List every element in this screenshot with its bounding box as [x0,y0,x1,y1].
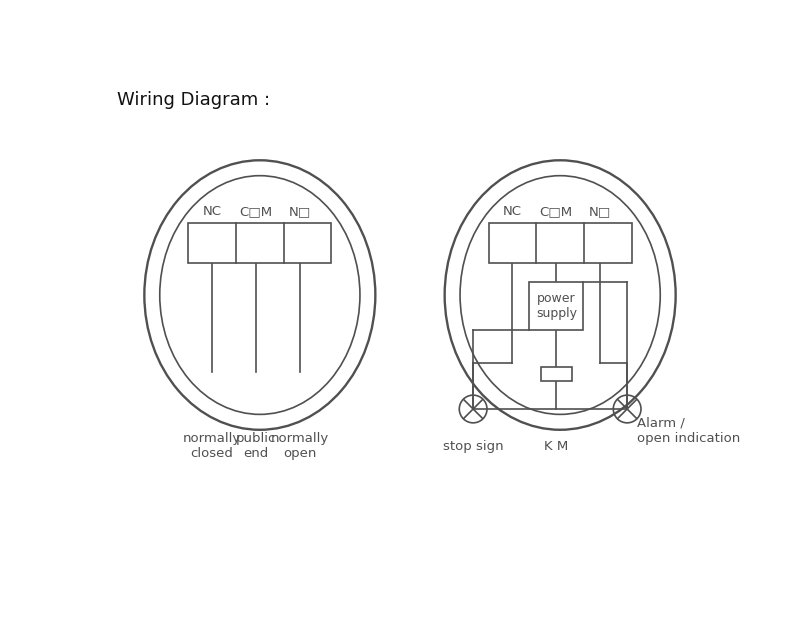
Text: normally
closed: normally closed [183,432,242,460]
Text: public
end: public end [236,432,276,460]
Text: Wiring Diagram :: Wiring Diagram : [118,91,270,109]
Text: NC: NC [503,205,522,218]
Text: NC: NC [202,205,222,218]
FancyBboxPatch shape [489,223,632,263]
Text: N□: N□ [589,205,611,218]
Text: power
supply: power supply [536,292,577,320]
Text: normally
open: normally open [270,432,329,460]
Text: Alarm /
open indication: Alarm / open indication [637,416,741,445]
Text: stop sign: stop sign [443,440,503,453]
FancyBboxPatch shape [530,282,583,329]
FancyBboxPatch shape [541,367,572,381]
Text: N□: N□ [289,205,311,218]
Text: K M: K M [544,440,569,453]
Text: C□M: C□M [540,205,573,218]
FancyBboxPatch shape [188,223,331,263]
Text: C□M: C□M [239,205,273,218]
